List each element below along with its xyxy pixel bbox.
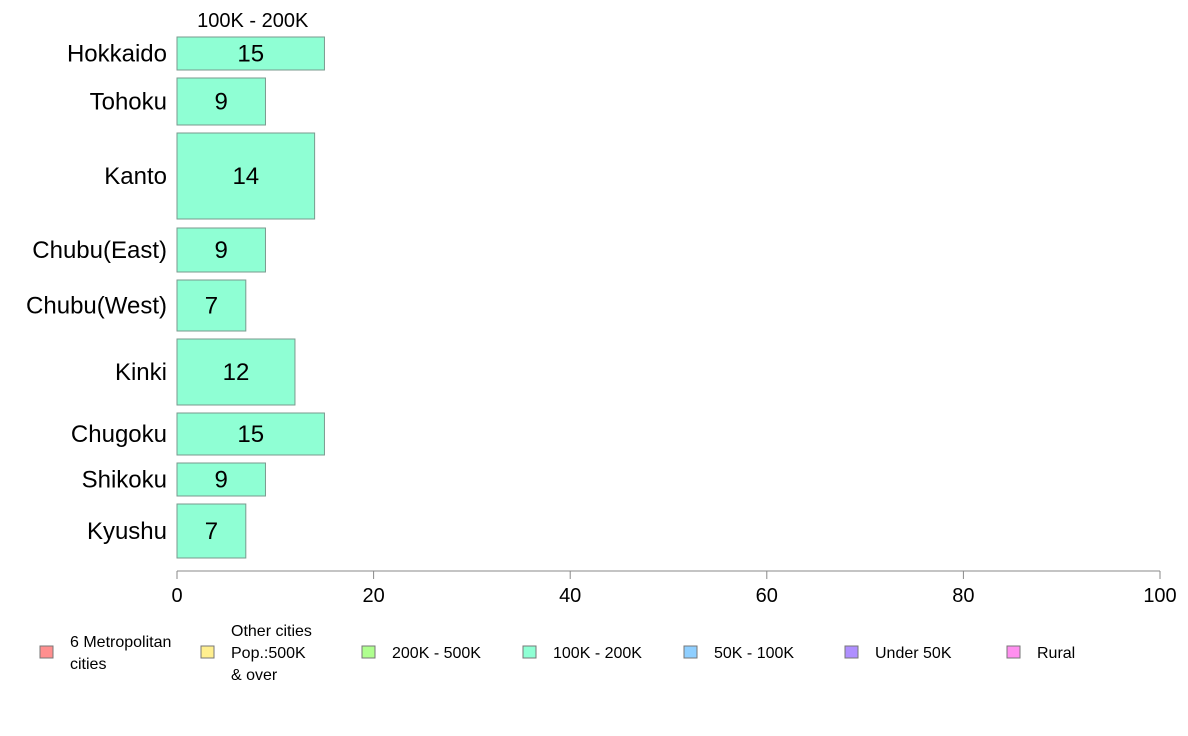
legend-swatch	[361, 645, 376, 659]
legend: 6 Metropolitan cities Other cities Pop.:50…	[39, 623, 1075, 684]
value-labels: 15 9 14 9 7 12 15 9 7	[205, 41, 264, 546]
legend-label: & over	[231, 667, 278, 684]
category-label: Kinki	[115, 359, 167, 386]
bar-value-label: 9	[215, 237, 228, 264]
legend-swatch	[522, 645, 537, 659]
bar-value-label: 15	[237, 421, 264, 448]
legend-swatch	[1006, 645, 1021, 659]
legend-label: cities	[70, 656, 106, 673]
bar-segment	[176, 338, 296, 406]
bar-segment	[176, 227, 266, 273]
category-label: Chubu(West)	[26, 293, 167, 320]
legend-swatch	[39, 645, 54, 659]
x-tick-label: 60	[756, 585, 778, 607]
bar-segment	[176, 412, 325, 456]
legend-item: 6 Metropolitan cities	[39, 634, 171, 673]
bar-segment	[176, 462, 266, 497]
x-tick-label: 0	[171, 585, 182, 607]
series-title: 100K - 200K	[197, 10, 309, 32]
x-tick-label: 80	[952, 585, 974, 607]
category-label: Hokkaido	[67, 41, 167, 68]
x-tick-label: 20	[362, 585, 384, 607]
bar-segment	[176, 36, 325, 71]
category-label: Tohoku	[90, 89, 167, 116]
legend-item: 200K - 500K	[361, 645, 481, 662]
x-tick-label: 40	[559, 585, 581, 607]
category-label: Chugoku	[71, 421, 167, 448]
legend-label: Rural	[1037, 645, 1075, 662]
category-label: Kanto	[104, 163, 167, 190]
legend-label: 100K - 200K	[553, 645, 642, 662]
legend-swatch	[200, 645, 215, 659]
bar-segment	[176, 503, 247, 559]
legend-swatch	[844, 645, 859, 659]
bar-value-label: 14	[232, 163, 259, 190]
bar-segment	[176, 77, 266, 126]
category-label: Shikoku	[82, 467, 167, 494]
bar-value-label: 7	[205, 293, 218, 320]
bar-value-label: 9	[215, 89, 228, 116]
bar-value-label: 15	[237, 41, 264, 68]
legend-label: Under 50K	[875, 645, 952, 662]
legend-label: Other cities	[231, 623, 312, 640]
bar-value-label: 12	[223, 359, 250, 386]
legend-item: Other cities Pop.:500K & over	[200, 623, 312, 684]
legend-swatch	[683, 645, 698, 659]
legend-label: Pop.:500K	[231, 645, 306, 662]
category-label: Kyushu	[87, 518, 167, 545]
bar-segment	[176, 279, 247, 332]
legend-label: 6 Metropolitan	[70, 634, 171, 651]
legend-item: 100K - 200K	[522, 645, 642, 662]
legend-label: 50K - 100K	[714, 645, 794, 662]
category-label: Chubu(East)	[32, 237, 167, 264]
legend-item: 50K - 100K	[683, 645, 794, 662]
bars	[176, 36, 325, 559]
x-axis: 0 20 40 60 80 100	[171, 570, 1177, 607]
x-tick-label: 100	[1143, 585, 1176, 607]
bar-value-label: 9	[215, 467, 228, 494]
legend-item: Under 50K	[844, 645, 952, 662]
legend-item: Rural	[1006, 645, 1075, 662]
legend-label: 200K - 500K	[392, 645, 481, 662]
bar-value-label: 7	[205, 518, 218, 545]
bar-segment	[176, 132, 316, 220]
category-labels: Hokkaido Tohoku Kanto Chubu(East) Chubu(West…	[26, 41, 167, 546]
